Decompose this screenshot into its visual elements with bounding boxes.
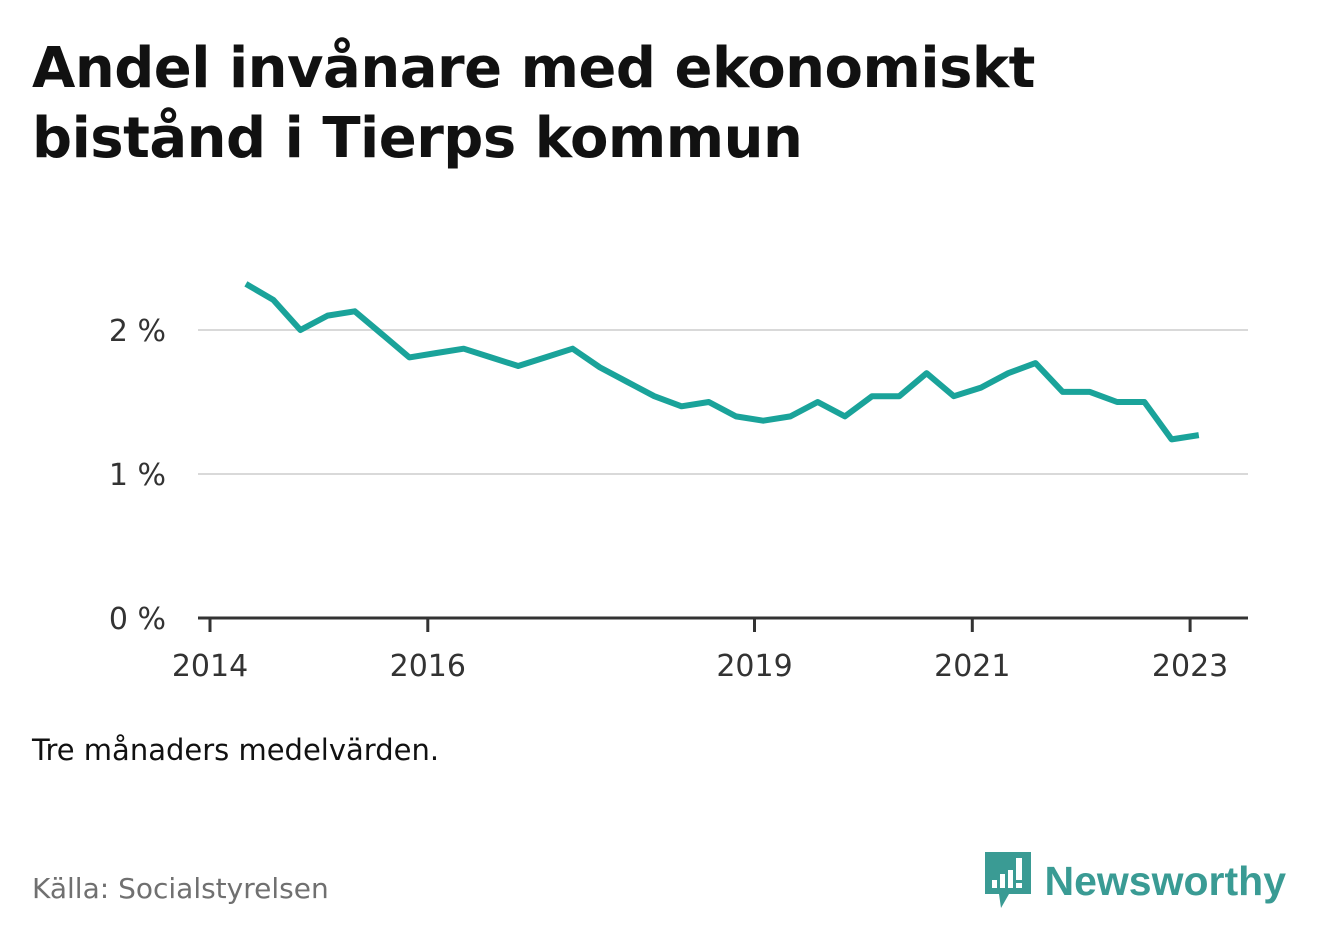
newsworthy-brand[interactable]: Newsworthy bbox=[983, 850, 1287, 912]
brand-name: Newsworthy bbox=[1044, 857, 1287, 904]
x-tick-label: 2019 bbox=[716, 649, 792, 684]
source-label: Källa: Socialstyrelsen bbox=[32, 872, 329, 905]
y-tick-label: 2 % bbox=[109, 314, 166, 349]
data-points bbox=[245, 283, 1199, 440]
x-tick-label: 2023 bbox=[1152, 649, 1228, 684]
newsworthy-logo-icon bbox=[984, 852, 1031, 908]
series-line bbox=[244, 281, 1200, 443]
chart-note: Tre månaders medelvärden. bbox=[32, 733, 440, 767]
x-tick-label: 2016 bbox=[390, 649, 466, 684]
chart-title: Andel invånare med ekonomiskt bistånd i … bbox=[32, 36, 1035, 171]
y-axis-labels: 0 % 1 % 2 % bbox=[109, 314, 166, 637]
x-tick-label: 2014 bbox=[172, 649, 248, 684]
y-tick-label: 0 % bbox=[109, 602, 166, 637]
x-axis-ticks: 2014 2016 2019 2021 2023 bbox=[172, 618, 1228, 684]
x-tick-label: 2021 bbox=[934, 649, 1010, 684]
gridlines bbox=[198, 329, 1248, 475]
y-tick-label: 1 % bbox=[109, 458, 166, 493]
